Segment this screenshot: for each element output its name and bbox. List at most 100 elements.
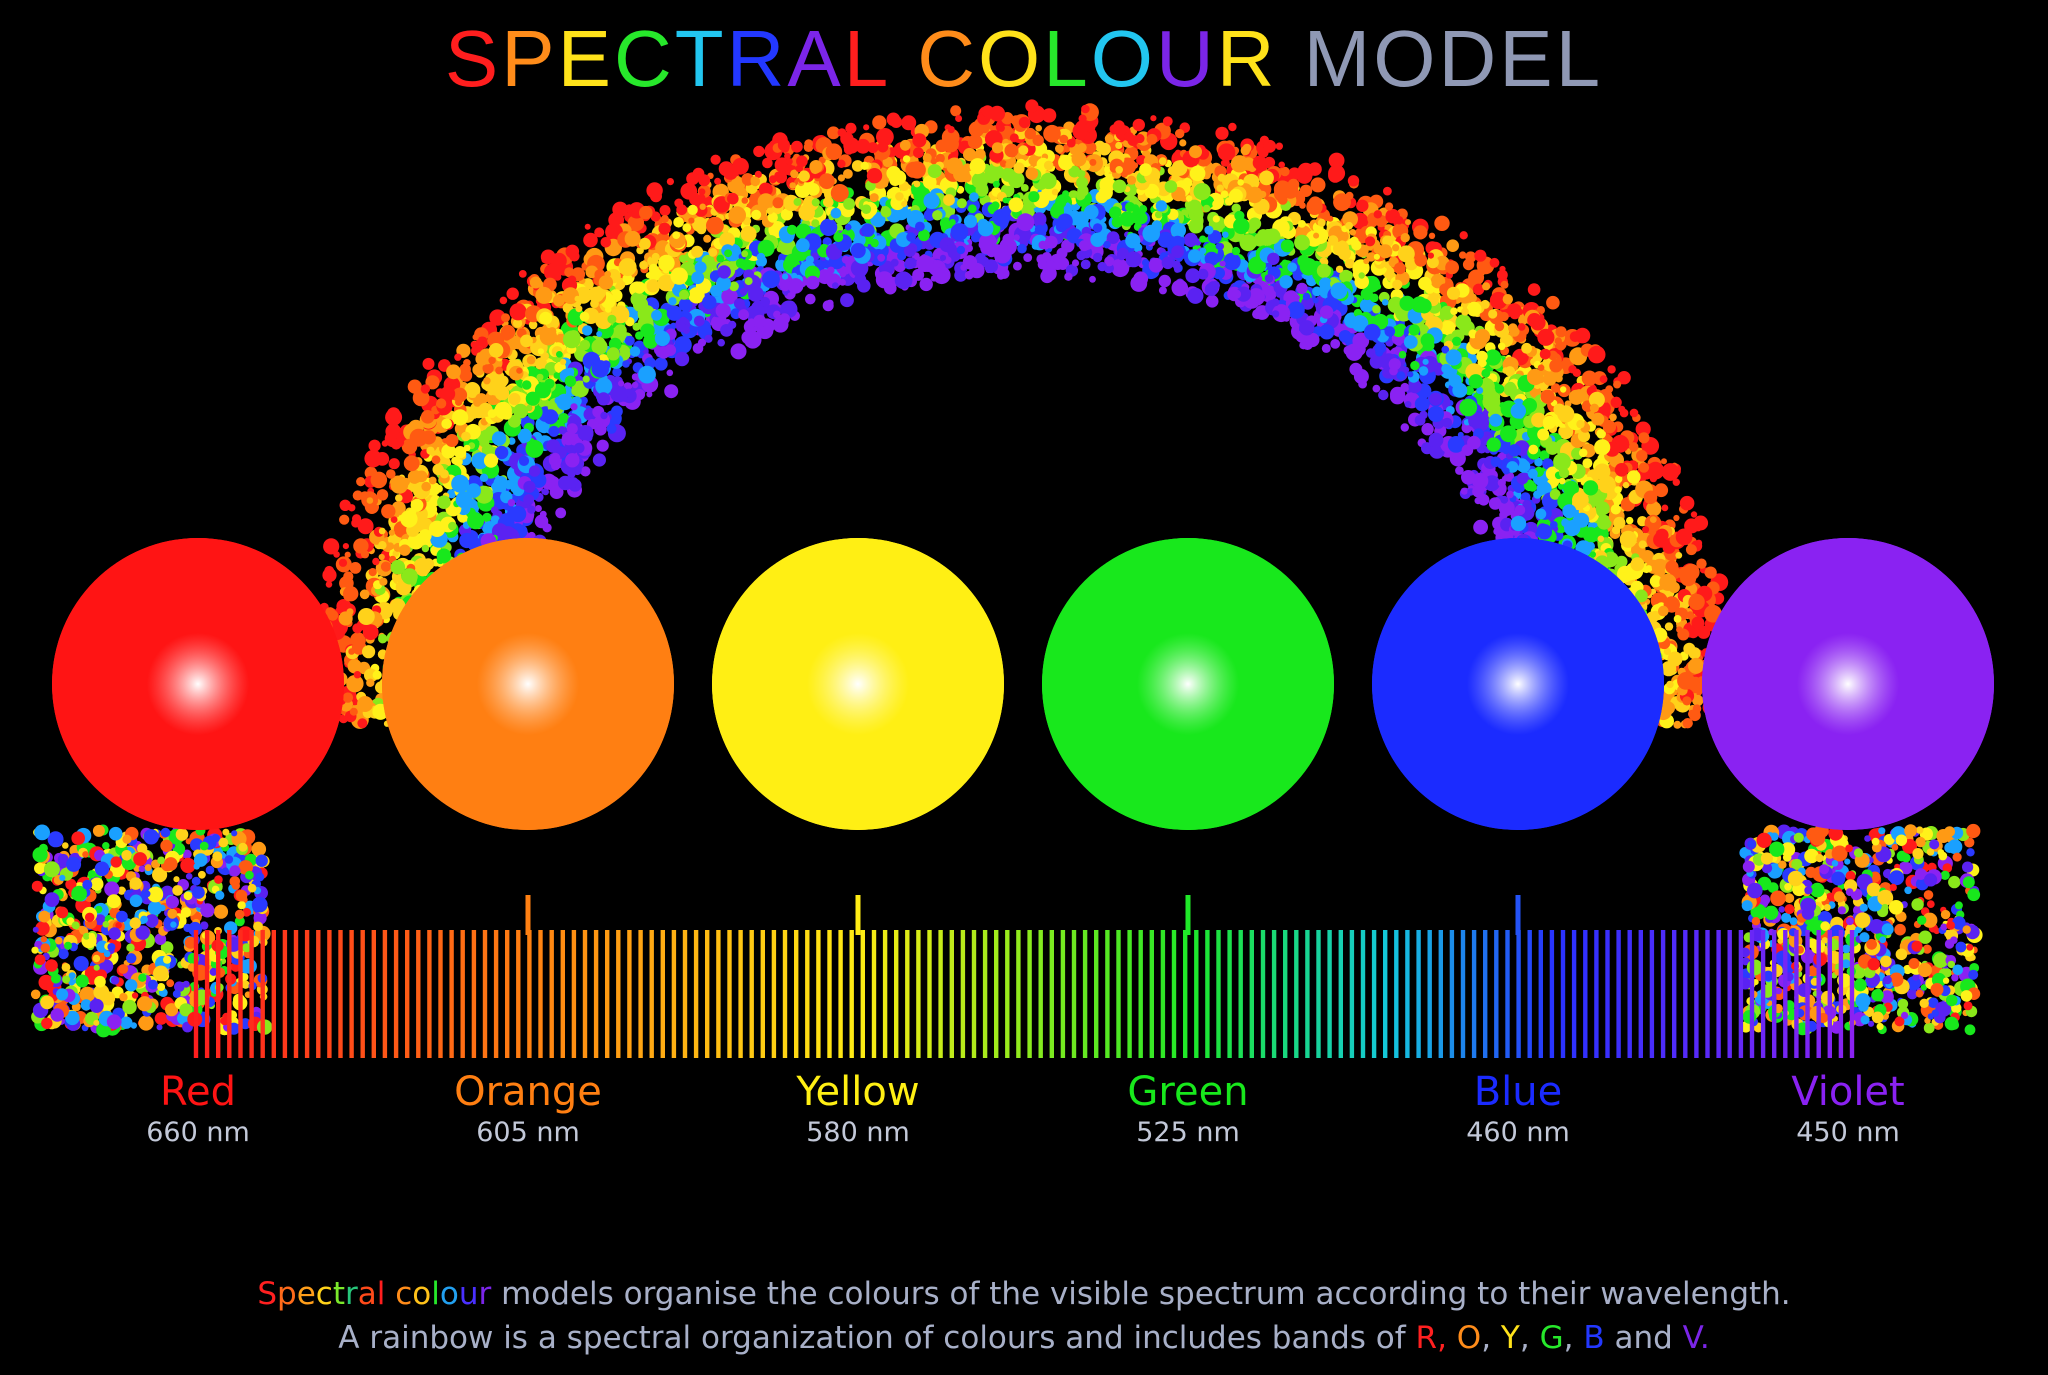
arc-dot xyxy=(826,299,834,307)
arc-dot xyxy=(655,348,664,357)
arc-dot xyxy=(1312,286,1322,297)
arc-dot xyxy=(1204,225,1214,235)
arc-dot xyxy=(523,494,535,506)
arc-dot xyxy=(612,367,622,377)
arc-dot xyxy=(565,453,580,468)
arc-dot xyxy=(1278,195,1288,205)
arc-dot xyxy=(744,331,762,349)
arc-dot xyxy=(1630,557,1645,572)
arc-dot xyxy=(463,359,471,367)
arc-dot xyxy=(1673,720,1682,729)
arc-dot xyxy=(376,489,389,501)
arc-dot xyxy=(518,455,530,466)
arc-dot xyxy=(1286,187,1297,198)
arc-dot xyxy=(1645,565,1653,573)
arc-dot xyxy=(554,396,563,405)
arc-dot xyxy=(1442,417,1453,428)
arc-dot xyxy=(592,453,607,467)
arc-dot xyxy=(837,128,847,137)
arc-dot xyxy=(1374,283,1382,290)
arc-dot xyxy=(1460,487,1468,495)
arc-dot xyxy=(428,476,437,485)
arc-dot xyxy=(723,165,738,180)
arc-dot xyxy=(1508,444,1521,457)
arc-dot xyxy=(611,405,623,418)
arc-dot xyxy=(1445,260,1459,275)
arc-dot xyxy=(1372,384,1381,393)
arc-dot xyxy=(1040,172,1057,190)
arc-dot xyxy=(622,360,630,368)
arc-dot xyxy=(1473,519,1488,535)
arc-dot xyxy=(1396,371,1406,381)
arc-dot xyxy=(793,197,802,206)
arc-dot xyxy=(839,270,847,278)
arc-dot xyxy=(1499,265,1506,273)
arc-dot xyxy=(980,123,990,134)
arc-dot xyxy=(804,139,814,149)
arc-dot xyxy=(1327,215,1334,222)
arc-dot xyxy=(841,255,850,264)
arc-dot xyxy=(1589,551,1596,558)
arc-dot xyxy=(837,159,846,168)
arc-dot xyxy=(368,568,377,577)
arc-dot xyxy=(614,324,627,337)
arc-dot xyxy=(1076,176,1089,189)
arc-dot xyxy=(1372,304,1381,314)
arc-dot xyxy=(744,277,753,286)
arc-dot xyxy=(368,439,381,452)
arc-dot xyxy=(1044,235,1058,249)
arc-dot xyxy=(395,494,403,502)
arc-dot xyxy=(418,529,432,543)
arc-dot xyxy=(518,270,527,278)
arc-dot xyxy=(867,142,879,154)
arc-dot xyxy=(1298,220,1306,228)
arc-dot xyxy=(1452,382,1468,398)
arc-dot xyxy=(381,504,396,519)
arc-dot xyxy=(343,586,359,602)
arc-dot xyxy=(439,469,449,479)
arc-dot xyxy=(1240,145,1251,156)
arc-dot xyxy=(1146,133,1158,145)
arc-dot xyxy=(582,375,590,383)
arc-dot xyxy=(1328,164,1346,182)
arc-dot xyxy=(693,315,705,327)
arc-dot xyxy=(1263,156,1276,169)
arc-dot xyxy=(1462,258,1475,271)
arc-dot xyxy=(854,273,867,286)
arc-dot xyxy=(1516,472,1529,485)
arc-dot xyxy=(1158,286,1167,295)
arc-dot xyxy=(1319,324,1335,340)
arc-dot xyxy=(537,348,545,355)
arc-dot xyxy=(1312,297,1319,304)
arc-dot xyxy=(1398,350,1407,359)
arc-dot xyxy=(997,124,1005,132)
arc-dot xyxy=(1602,420,1617,434)
arc-dot xyxy=(1414,396,1430,412)
arc-dot xyxy=(441,418,453,430)
arc-dot xyxy=(1527,283,1541,296)
arc-dot xyxy=(378,553,385,561)
arc-dot xyxy=(1064,272,1073,281)
arc-dot xyxy=(903,245,916,257)
arc-dot xyxy=(796,155,808,167)
arc-dot xyxy=(1139,163,1152,177)
arc-dot xyxy=(348,660,356,667)
arc-dot xyxy=(540,249,556,265)
arc-dot xyxy=(501,313,510,323)
arc-dot xyxy=(1136,212,1148,224)
arc-dot xyxy=(1610,504,1621,515)
arc-dot xyxy=(1308,196,1322,210)
arc-dot xyxy=(594,227,605,238)
arc-dot xyxy=(702,295,717,310)
arc-dot xyxy=(1301,296,1315,310)
arc-dot xyxy=(1394,215,1404,225)
arc-dot xyxy=(436,548,452,564)
arc-dot xyxy=(455,491,473,509)
arc-dot xyxy=(818,173,835,190)
arc-dot xyxy=(1287,262,1297,273)
arc-dot xyxy=(1596,506,1607,517)
arc-dot xyxy=(1296,282,1308,295)
arc-dot xyxy=(1005,161,1013,169)
arc-dot xyxy=(412,498,423,509)
arc-dot xyxy=(697,338,707,347)
